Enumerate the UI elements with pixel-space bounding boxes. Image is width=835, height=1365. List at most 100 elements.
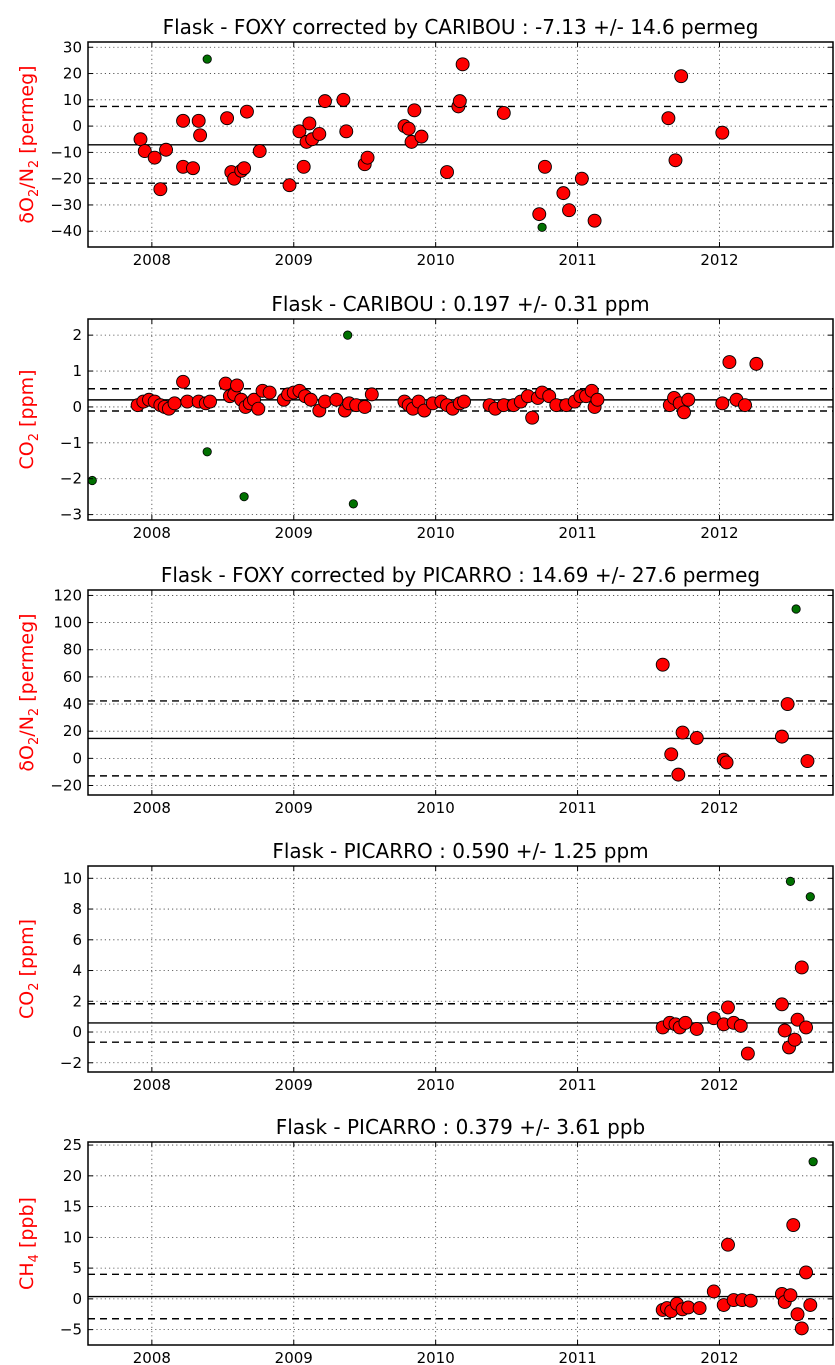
data-point (167, 396, 182, 411)
outlier-data-point (343, 330, 353, 340)
data-point (133, 132, 148, 147)
y-tick-label: −2 (60, 470, 82, 488)
y-tick-label: 80 (63, 641, 82, 659)
data-point (282, 178, 297, 193)
data-point (780, 697, 795, 711)
x-tick-label: 2011 (558, 799, 596, 817)
data-point (440, 165, 454, 180)
data-point (681, 392, 696, 407)
data-point (706, 1284, 721, 1299)
data-point (401, 121, 416, 136)
outlier-data-point (202, 54, 212, 64)
y-axis-label-main: CO (16, 991, 38, 1019)
y-tick-label: −5 (60, 1321, 82, 1339)
chart-panel-4: 2008 2009 2010 2011 2012 −2 0 2 4 6 8 10 Flask - PIC… (16, 839, 834, 1094)
y-tick-label: 8 (72, 900, 82, 918)
data-point (137, 144, 152, 159)
data-point (774, 997, 789, 1012)
y-tick-label: 10 (63, 91, 82, 109)
chart-title: Flask - CARIBOU : 0.197 +/- 0.31 ppm (271, 292, 649, 316)
data-point (664, 747, 679, 762)
x-tick-label: 2012 (700, 524, 738, 542)
data-point (147, 150, 162, 165)
y-axis-label-sub: 2 (27, 737, 42, 745)
y-axis-label-main: δO (16, 745, 38, 772)
y-tick-label: 10 (63, 1228, 82, 1246)
data-point (799, 1265, 813, 1280)
data-point (738, 398, 752, 413)
x-tick-label: 2009 (275, 524, 313, 542)
plot-frame (87, 41, 834, 248)
data-point (339, 124, 354, 139)
outlier-data-point (87, 475, 97, 486)
data-point (357, 399, 372, 414)
data-point (743, 1293, 758, 1308)
data-point (787, 1032, 802, 1047)
data-point (532, 207, 547, 222)
y-axis-label: δO2/N2 [permeg] (16, 613, 42, 771)
y-tick-label: 10 (63, 869, 82, 887)
y-tick-label: 2 (72, 992, 82, 1010)
data-point (318, 94, 332, 109)
data-point (562, 203, 577, 218)
data-point (794, 960, 809, 975)
data-point (689, 731, 704, 745)
data-point (800, 754, 815, 769)
data-point (262, 385, 277, 400)
y-tick-label: 15 (63, 1198, 82, 1216)
data-point (678, 1015, 693, 1030)
y-tick-label: 40 (63, 695, 82, 713)
y-axis-label: CO2 [ppm] (16, 919, 42, 1019)
y-axis-label-tail: [permeg] (16, 613, 38, 707)
y-tick-label: 0 (72, 749, 82, 767)
y-tick-label: 6 (72, 931, 82, 949)
y-tick-label: 1 (72, 362, 82, 380)
data-point (292, 124, 307, 139)
data-point (220, 111, 235, 126)
y-tick-label: 0 (72, 117, 82, 135)
y-tick-label: 25 (63, 1136, 82, 1154)
x-tick-label: 2011 (558, 1349, 596, 1365)
data-point (799, 1020, 813, 1035)
data-point (706, 1011, 721, 1026)
data-point (251, 401, 266, 416)
chart-panel-5: 2008 2009 2010 2011 2012 −5 0 5 10 15 20 25 Flask - … (16, 1115, 834, 1365)
y-tick-label: 5 (72, 1259, 82, 1277)
outlier-data-point (202, 447, 212, 457)
data-point (312, 127, 327, 141)
data-point (407, 103, 422, 118)
y-axis-label-tail: [ppb] (16, 1197, 38, 1254)
x-tick-label: 2008 (133, 799, 171, 817)
y-tick-label: −10 (50, 143, 82, 161)
y-axis-label-sub: 4 (27, 1254, 42, 1262)
data-point (783, 1288, 798, 1303)
y-tick-label: 0 (72, 1023, 82, 1041)
data-point (303, 392, 318, 407)
y-axis-label-sub: 2 (27, 708, 42, 716)
x-tick-label: 2010 (417, 1349, 455, 1365)
y-axis-label: CO2 [ppm] (16, 369, 42, 469)
data-point (537, 159, 552, 174)
y-tick-label: 60 (63, 668, 82, 686)
data-point (186, 161, 200, 176)
data-point (176, 113, 191, 128)
data-point (715, 125, 730, 140)
x-tick-label: 2010 (417, 799, 455, 817)
data-point (803, 1298, 818, 1312)
y-tick-label: −1 (60, 434, 82, 452)
x-tick-label: 2010 (417, 524, 455, 542)
chart-title: Flask - PICARRO : 0.379 +/- 3.61 ppb (276, 1115, 646, 1139)
x-tick-label: 2009 (275, 799, 313, 817)
x-tick-label: 2008 (133, 524, 171, 542)
data-point (733, 1018, 748, 1033)
data-point (556, 186, 571, 201)
x-tick-label: 2009 (275, 1076, 313, 1094)
chart-panel-2: 2008 2009 2010 2011 2012 −3 −2 −1 0 1 2 Flask - CAR… (16, 292, 834, 542)
x-tick-label: 2009 (275, 1349, 313, 1365)
data-point (496, 106, 511, 120)
data-point (203, 394, 217, 409)
y-axis-label-sub: 2 (27, 160, 42, 168)
data-point (176, 374, 191, 389)
y-tick-label: 20 (63, 722, 82, 740)
